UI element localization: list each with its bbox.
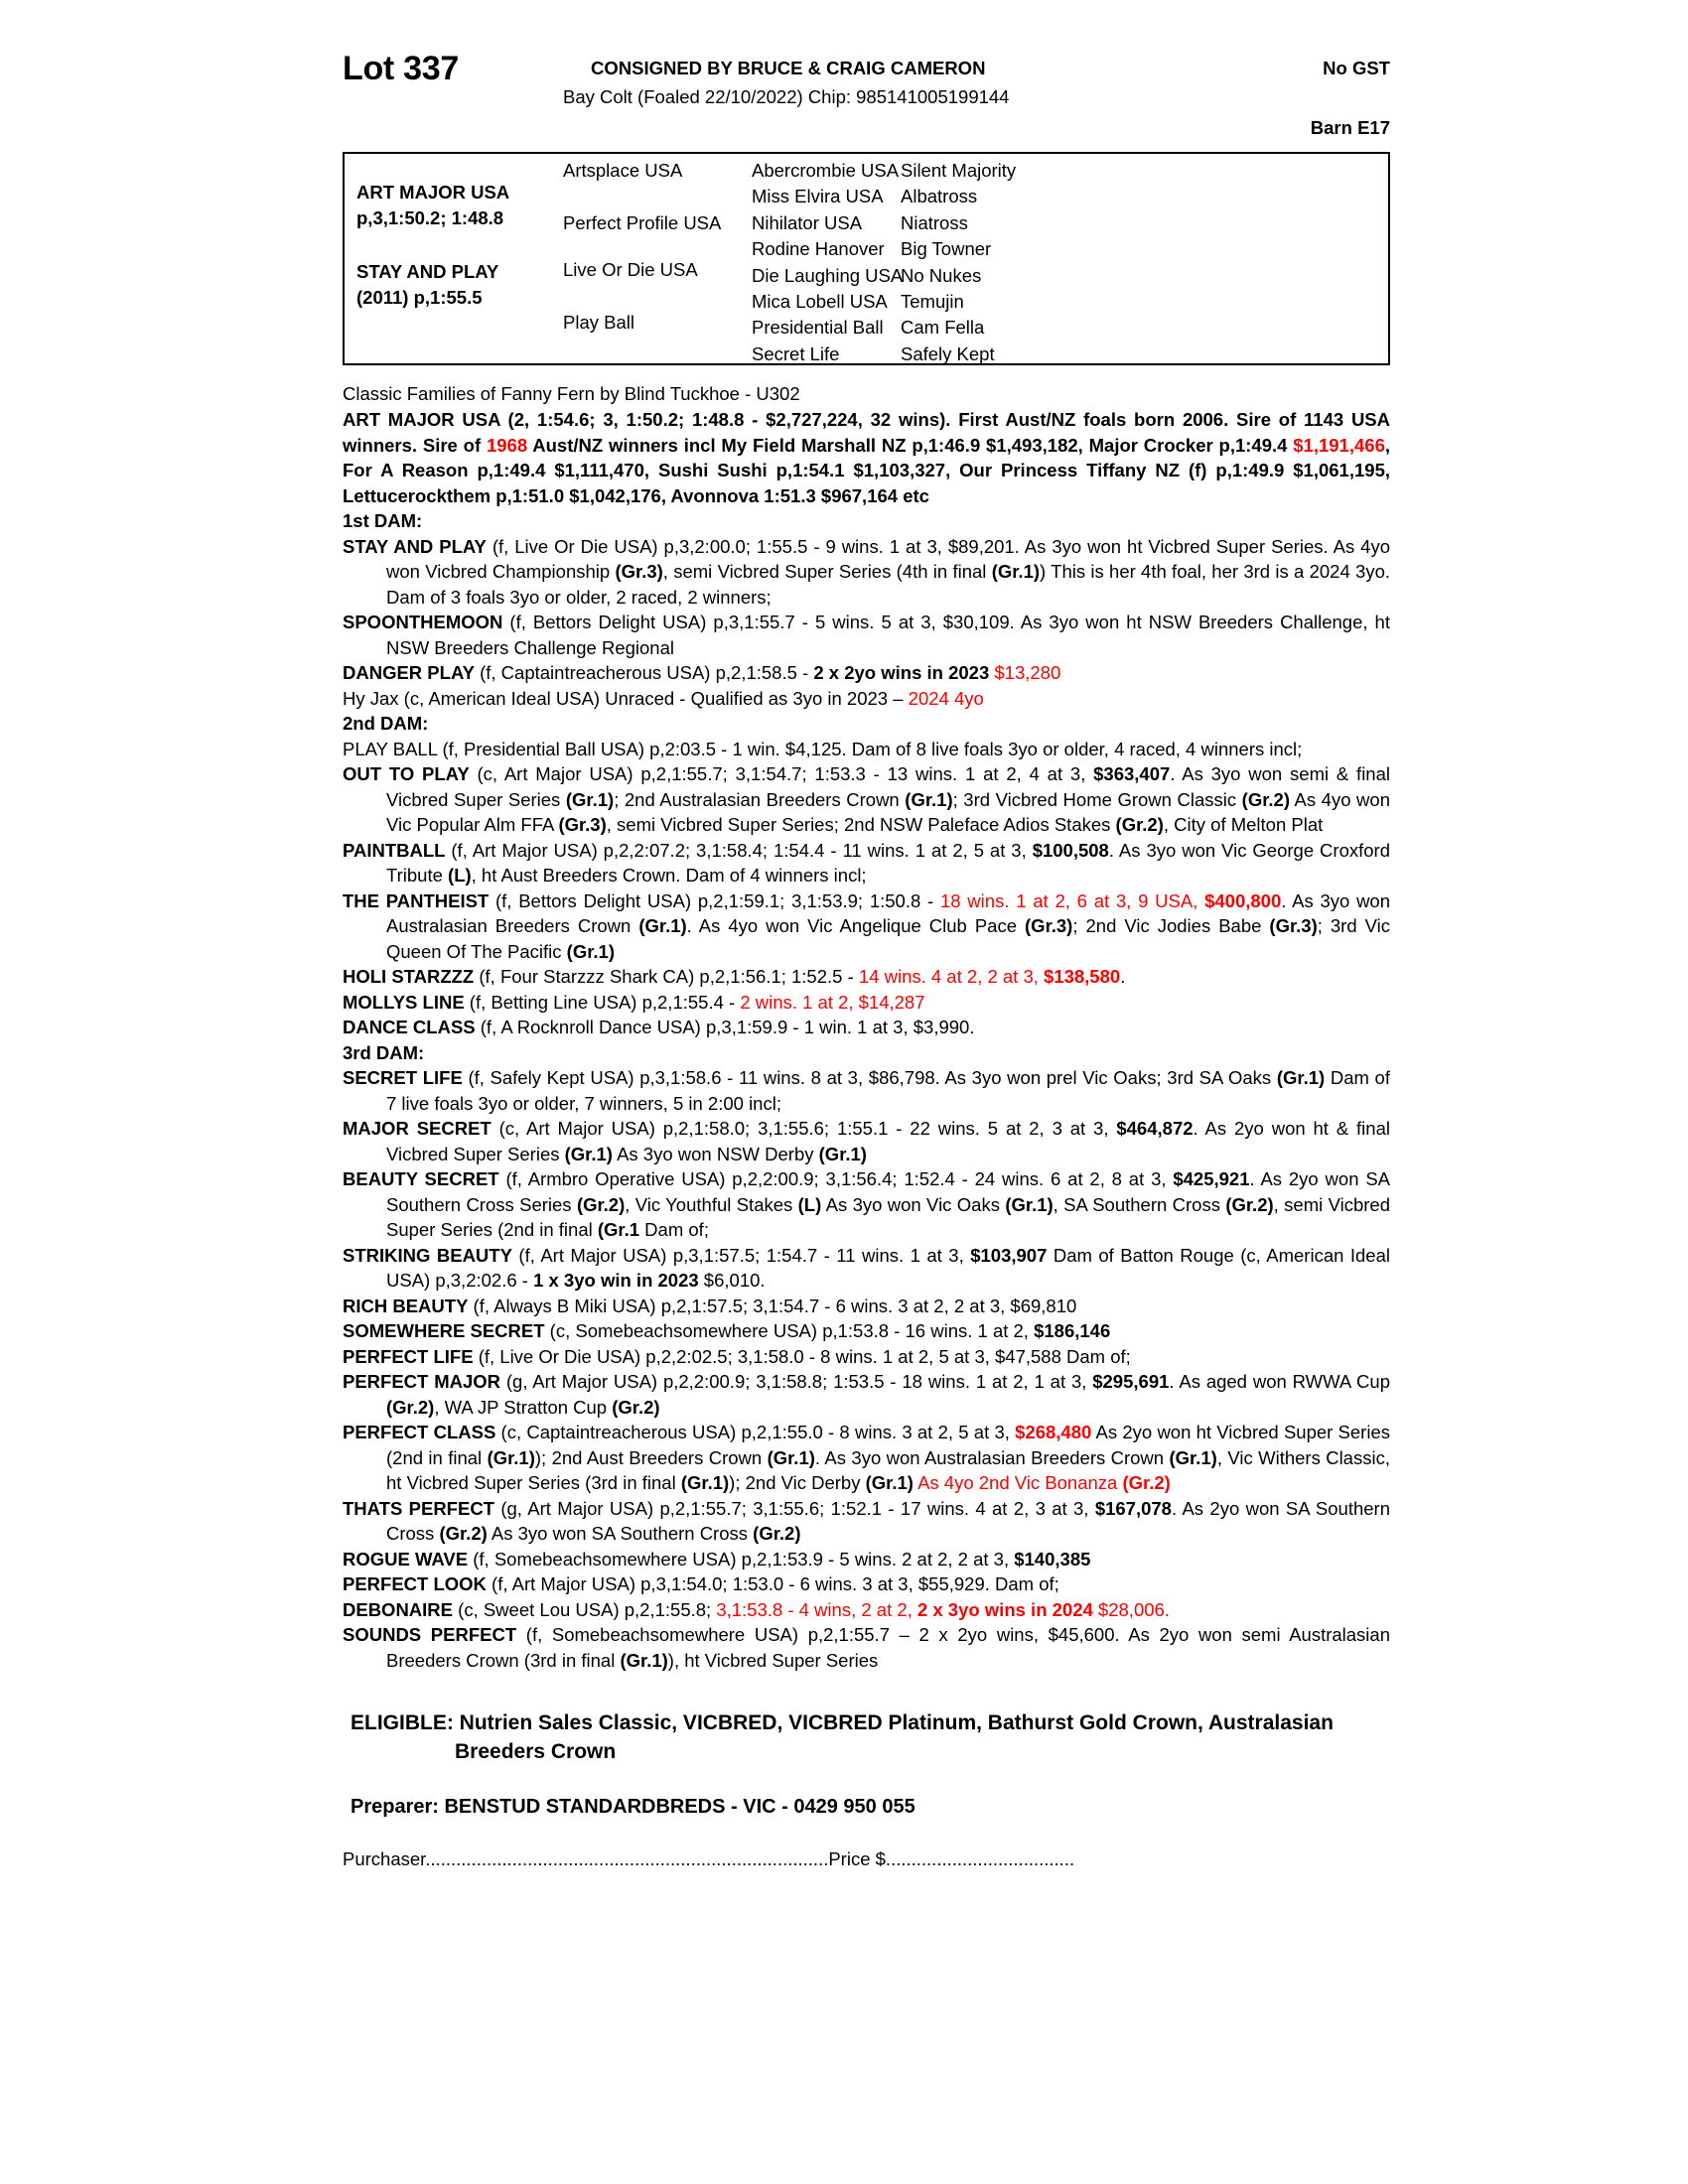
pedigree-dam-block: STAY AND PLAY (2011) p,1:55.5 xyxy=(356,259,498,312)
pedigree-sire-dam: Perfect Profile USA xyxy=(563,212,722,233)
entry-play-ball: PLAY BALL (f, Presidential Ball USA) p,2… xyxy=(343,738,1303,759)
lot-number: Lot 337 xyxy=(343,50,459,87)
pedigree-dam-name: STAY AND PLAY xyxy=(356,261,499,282)
entry-perfect-look: PERFECT LOOK (f, Art Major USA) p,3,1:54… xyxy=(343,1573,1059,1594)
pedigree-dam-dam: Play Ball xyxy=(563,312,634,333)
first-dam-heading: 1st DAM: xyxy=(343,510,423,531)
entry-thats-perfect: THATS PERFECT (g, Art Major USA) p,2,1:5… xyxy=(343,1497,1390,1545)
entry-perfect-life: PERFECT LIFE (f, Live Or Die USA) p,2,2:… xyxy=(343,1345,1131,1367)
gst-status: No GST xyxy=(1323,58,1390,78)
entry-striking-beauty: STRIKING BEAUTY (f, Art Major USA) p,3,1… xyxy=(343,1244,1390,1292)
entry-the-pantheist: THE PANTHEIST (f, Bettors Delight USA) p… xyxy=(343,889,1391,962)
entry-major-secret: MAJOR SECRET (c, Art Major USA) p,2,1:58… xyxy=(343,1118,1390,1164)
classic-families-line: Classic Families of Fanny Fern by Blind … xyxy=(343,383,800,404)
entry-somewhere-secret: SOMEWHERE SECRET (c, Somebeachsomewhere … xyxy=(343,1320,1111,1341)
entry-secret-life: SECRET LIFE (f, Safely Kept USA) p,3,1:5… xyxy=(343,1067,1390,1114)
entry-debonaire: DEBONAIRE (c, Sweet Lou USA) p,2,1:55.8;… xyxy=(343,1598,1170,1620)
eligible-line-one: ELIGIBLE: Nutrien Sales Classic, VICBRED… xyxy=(351,1711,1127,1734)
eligible-line-two: Crown, Australasian Breeders Crown xyxy=(455,1711,1334,1763)
entry-rogue-wave: ROGUE WAVE (f, Somebeachsomewhere USA) p… xyxy=(343,1548,1091,1570)
entry-holi-starzzz: HOLI STARZZZ (f, Four Starzzz Shark CA) … xyxy=(343,966,1126,987)
pedigree-dam-record: (2011) p,1:55.5 xyxy=(356,287,483,309)
pedigree-column-three: Abercrombie USA Miss Elvira USA Nihilato… xyxy=(752,160,904,364)
entry-rich-beauty: RICH BEAUTY (f, Always B Miki USA) p,2,1… xyxy=(343,1295,1077,1316)
sire-summary-paragraph: ART MAJOR USA (2, 1:54.6; 3, 1:50.2; 1:4… xyxy=(343,409,1390,506)
entry-sounds-perfect: SOUNDS PERFECT (f, Somebeachsomewhere US… xyxy=(343,1624,1390,1671)
pedigree-sire-sire: Artsplace USA xyxy=(563,160,683,181)
third-dam-heading: 3rd DAM: xyxy=(343,1041,425,1063)
foal-details-line: Bay Colt (Foaled 22/10/2022) Chip: 98514… xyxy=(563,86,1010,107)
entry-stay-and-play: STAY AND PLAY (f, Live Or Die USA) p,3,2… xyxy=(343,535,1390,608)
barn-number: Barn E17 xyxy=(1310,117,1390,138)
entry-beauty-secret: BEAUTY SECRET (f, Armbro Operative USA) … xyxy=(343,1168,1391,1240)
pedigree-sire-record: p,3,1:50.2; 1:48.8 xyxy=(356,207,504,229)
entry-perfect-class: PERFECT CLASS (c, Captaintreacherous USA… xyxy=(343,1422,1390,1493)
purchaser-price-line: Purchaser...............................… xyxy=(343,1848,1075,1869)
entry-out-to-play: OUT TO PLAY (c, Art Major USA) p,2,1:55.… xyxy=(343,763,1390,835)
preparer-line: Preparer: BENSTUD STANDARDBREDS - VIC - … xyxy=(351,1796,915,1818)
entry-spoonthemoon: SPOONTHEMOON (f, Bettors Delight USA) p,… xyxy=(343,612,1390,658)
page-header: Lot 337 CONSIGNED BY BRUCE & CRAIG CAMER… xyxy=(343,40,1390,144)
entry-perfect-major: PERFECT MAJOR (g, Art Major USA) p,2,2:0… xyxy=(343,1371,1390,1418)
pedigree-sire-name: ART MAJOR USA xyxy=(356,182,510,203)
second-dam-heading: 2nd DAM: xyxy=(343,713,429,734)
pedigree-column-four: Silent Majority Albatross Niatross Big T… xyxy=(901,160,1017,364)
entry-danger-play: DANGER PLAY (f, Captaintreacherous USA) … xyxy=(343,662,1061,683)
entry-paintball: PAINTBALL (f, Art Major USA) p,2,2:07.2;… xyxy=(343,839,1390,887)
entry-mollys-line: MOLLYS LINE (f, Betting Line USA) p,2,1:… xyxy=(343,991,925,1013)
eligible-block: ELIGIBLE: Nutrien Sales Classic, VICBRED… xyxy=(351,1708,1390,1766)
pedigree-table: ART MAJOR USA p,3,1:50.2; 1:48.8 STAY AN… xyxy=(343,152,1390,365)
consignor-line: CONSIGNED BY BRUCE & CRAIG CAMERON xyxy=(591,58,986,78)
entry-dance-class: DANCE CLASS (f, A Rocknroll Dance USA) p… xyxy=(343,1017,975,1037)
pedigree-sire-block: ART MAJOR USA p,3,1:50.2; 1:48.8 xyxy=(356,180,509,232)
entry-hy-jax: Hy Jax (c, American Ideal USA) Unraced -… xyxy=(343,687,984,709)
pedigree-dam-sire: Live Or Die USA xyxy=(563,259,698,280)
